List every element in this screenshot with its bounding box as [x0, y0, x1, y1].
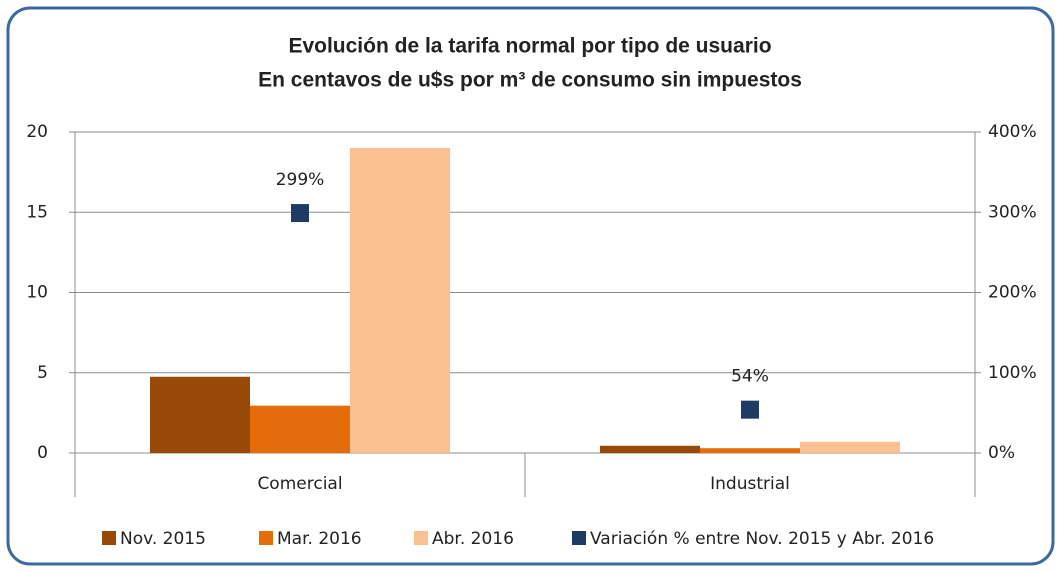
legend-swatch [102, 531, 116, 545]
y2-tick-label: 0% [988, 443, 1015, 463]
legend-swatch [572, 531, 586, 545]
y-tick-label: 20 [26, 122, 48, 142]
y-tick-label: 10 [26, 283, 48, 303]
chart-title: Evolución de la tarifa normal por tipo d… [288, 35, 771, 58]
legend-label: Abr. 2016 [432, 529, 514, 549]
legend-swatch [259, 531, 273, 545]
y2-tick-label: 100% [988, 363, 1037, 383]
y-tick-label: 15 [26, 202, 48, 222]
bar [600, 445, 700, 453]
bar [800, 441, 900, 453]
x-tick-label: Comercial [257, 474, 342, 494]
legend-label: Variación % entre Nov. 2015 y Abr. 2016 [590, 529, 934, 549]
y-tick-label: 5 [37, 363, 48, 383]
bar [700, 448, 800, 453]
marker [291, 204, 309, 223]
data-label: 54% [731, 367, 769, 387]
y2-tick-label: 400% [988, 122, 1037, 142]
y2-tick-label: 200% [988, 283, 1037, 303]
legend-label: Mar. 2016 [277, 529, 362, 549]
legend-label: Nov. 2015 [120, 529, 206, 549]
data-label: 299% [276, 170, 325, 190]
legend-swatch [414, 531, 428, 545]
y2-tick-label: 300% [988, 202, 1037, 222]
marker [741, 400, 759, 419]
bar [350, 148, 450, 454]
x-tick-label: Industrial [710, 474, 790, 494]
chart-subtitle: En centavos de u$s por m³ de consumo sin… [258, 69, 802, 92]
y-tick-label: 0 [37, 443, 48, 463]
bar [250, 405, 350, 453]
bar [150, 376, 250, 453]
